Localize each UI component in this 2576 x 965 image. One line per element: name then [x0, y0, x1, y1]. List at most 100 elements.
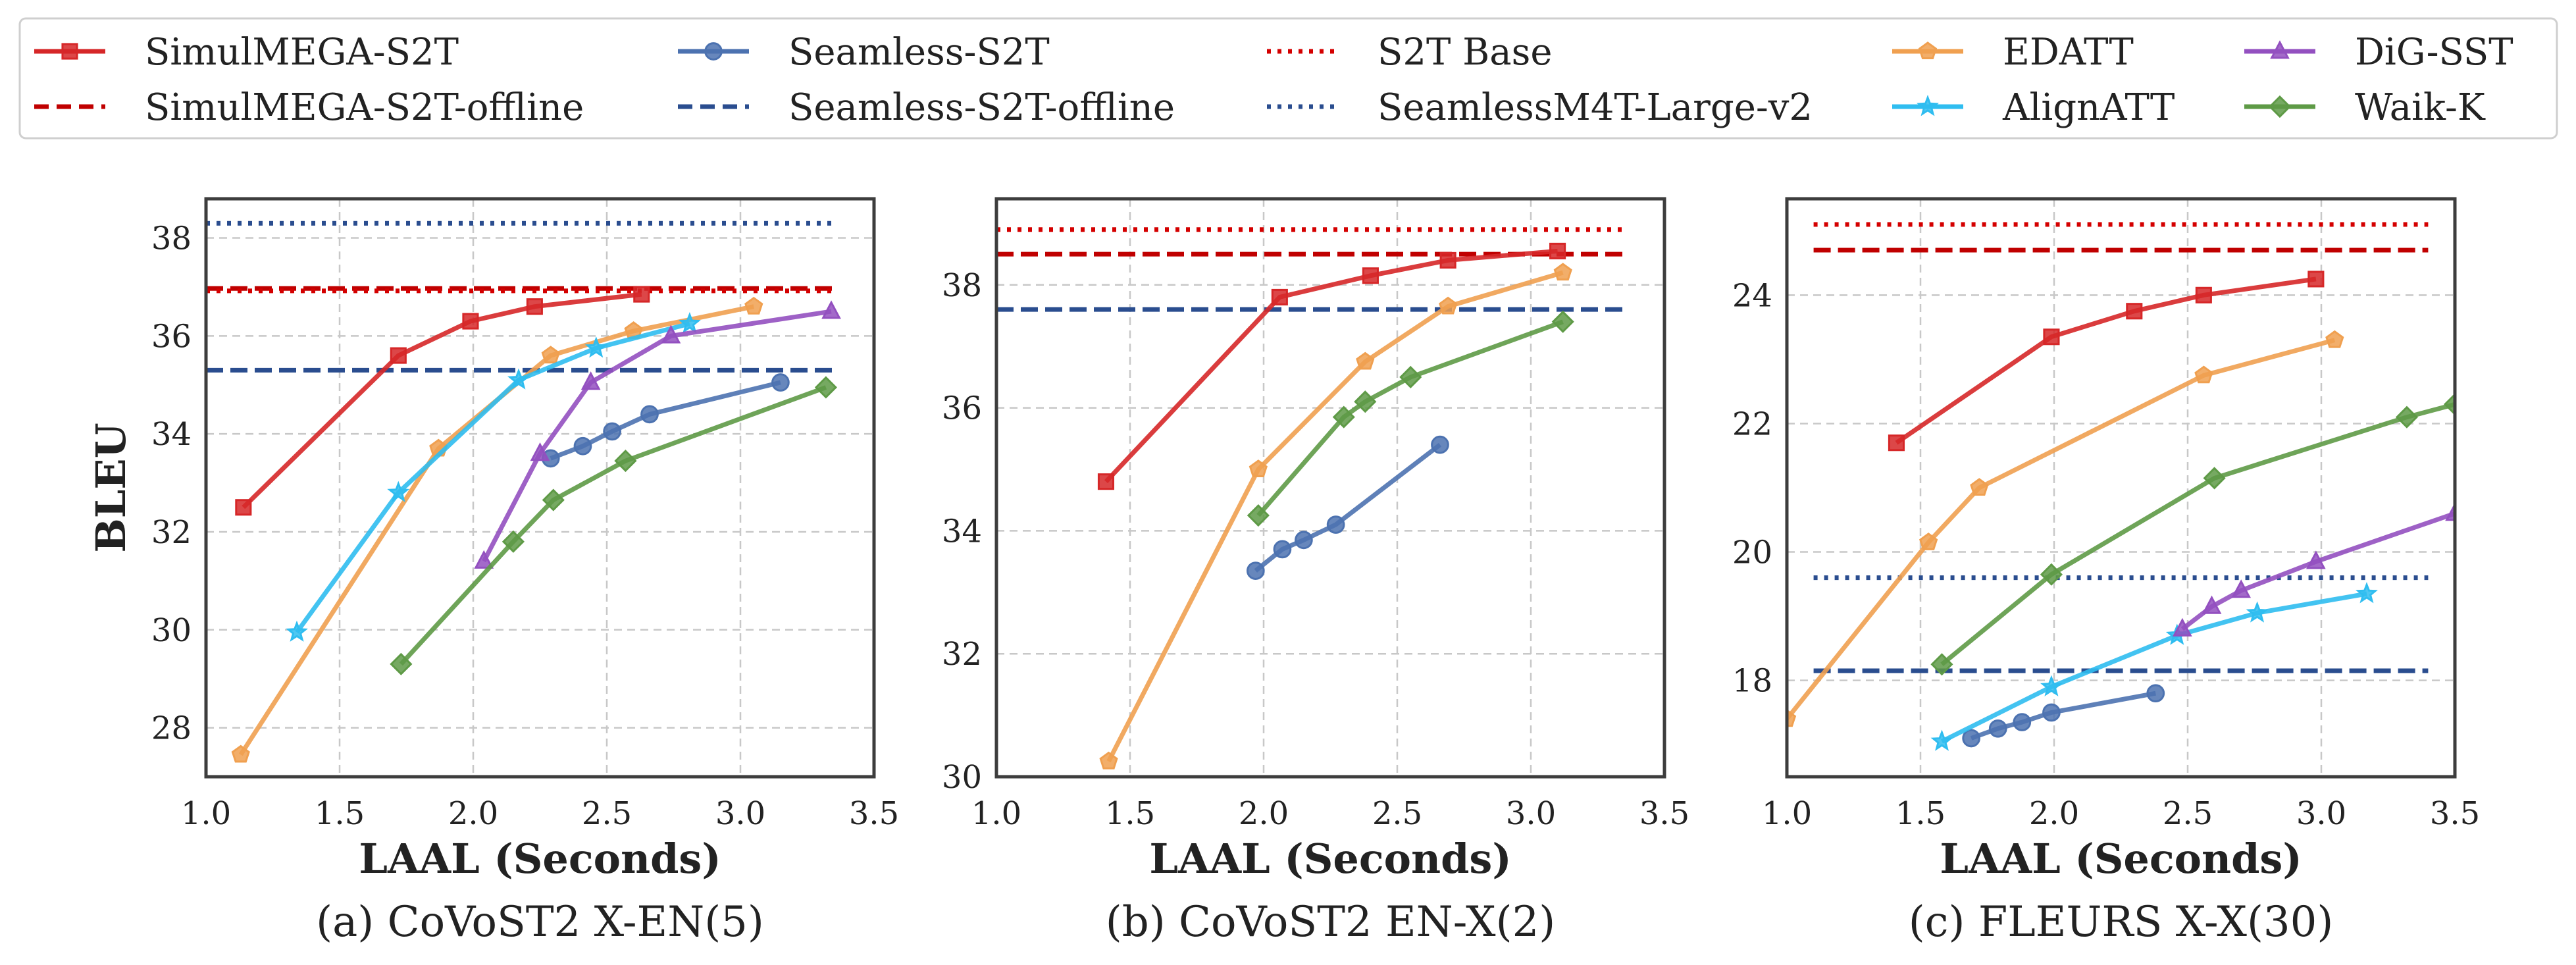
data-point-edatt — [1249, 459, 1268, 477]
legend-label-seamless-s2t-offline: Seamless-S2T-offline — [788, 86, 1175, 129]
data-point-seamless-s2t — [2013, 713, 2032, 731]
y-tick-label: 18 — [1732, 663, 1772, 700]
data-point-dig-sst — [2445, 502, 2455, 521]
plot-area — [1787, 199, 2455, 777]
data-point-waik-k — [390, 652, 413, 675]
legend-entry-simulmega-s2t: SimulMEGA-S2T — [34, 31, 459, 74]
data-point-waik-k — [614, 450, 637, 473]
data-point-waik-k — [1354, 390, 1377, 413]
y-tick-label: 32 — [942, 636, 982, 673]
data-point-dig-sst — [2231, 579, 2251, 598]
x-axis-label: LAAL (Seconds) — [1940, 835, 2302, 883]
y-tick-label: 38 — [942, 267, 982, 304]
data-point-dig-sst — [661, 325, 681, 344]
data-point-alignatt — [678, 311, 701, 334]
data-point-seamless-s2t — [2146, 684, 2165, 703]
legend-label-edatt: EDATT — [2003, 31, 2134, 74]
panel-2: 1.0 1.5 2.0 2.5 3.0 3.5 30 32 34 36 38 LAAL (Second… — [942, 197, 1689, 947]
x-tick-label: 3.0 — [1506, 795, 1556, 832]
x-axis-label: LAAL (Seconds) — [359, 835, 721, 883]
data-point-waik-k — [814, 376, 837, 399]
legend-marker-edatt — [1918, 41, 1938, 59]
data-point-simulmega-s2t — [1097, 473, 1115, 490]
legend-label-alignatt: AlignATT — [2002, 86, 2175, 129]
x-tick-label: 2.5 — [582, 795, 632, 832]
panel-caption: (c) FLEURS X-X(30) — [1909, 898, 2334, 947]
data-point-edatt — [1099, 751, 1118, 769]
data-point-simulmega-s2t — [1362, 267, 1379, 284]
x-tick-label: 3.5 — [2430, 795, 2480, 832]
y-tick-label: 34 — [942, 513, 982, 550]
y-tick-label: 28 — [151, 710, 192, 747]
data-point-simulmega-s2t — [526, 298, 543, 315]
data-point-simulmega-s2t — [1549, 242, 1566, 259]
y-axis-label: BLEU — [87, 423, 135, 552]
legend-label-s2t-base: S2T Base — [1378, 31, 1553, 74]
y-tick-label: 34 — [151, 416, 192, 453]
data-point-waik-k — [2203, 467, 2226, 490]
data-point-waik-k — [2443, 393, 2455, 416]
legend-entry-seamless-s2t: Seamless-S2T — [678, 31, 1050, 74]
legend-entry-waik-k: Waik-K — [2244, 86, 2486, 129]
data-point-seamless-s2t — [1295, 531, 1313, 550]
data-point-edatt — [1787, 709, 1797, 727]
data-point-seamless-s2t — [1273, 540, 1292, 559]
legend-label-seamless-s2t: Seamless-S2T — [788, 31, 1050, 74]
data-point-simulmega-s2t — [462, 313, 479, 330]
data-point-waik-k — [2395, 405, 2418, 429]
data-point-seamless-s2t — [640, 405, 659, 424]
y-tick-label: 30 — [151, 612, 192, 649]
data-point-dig-sst — [530, 442, 550, 461]
plot-frame — [1785, 197, 2457, 779]
data-point-alignatt — [286, 620, 308, 642]
data-point-edatt — [541, 346, 560, 364]
legend-entry-edatt: EDATT — [1892, 31, 2134, 74]
data-point-waik-k — [1332, 405, 1355, 429]
data-point-seamless-s2t — [2042, 703, 2061, 722]
plot-frame — [994, 197, 1666, 779]
data-point-dig-sst — [2173, 617, 2192, 637]
data-point-seamless-s2t — [1246, 561, 1265, 580]
data-point-waik-k — [2040, 563, 2063, 586]
y-tick-label: 36 — [942, 390, 982, 427]
data-point-waik-k — [1399, 365, 1422, 388]
data-point-edatt — [744, 296, 763, 315]
y-tick-label: 24 — [1732, 277, 1772, 314]
data-point-alignatt — [2040, 675, 2063, 696]
x-tick-label: 3.5 — [849, 795, 899, 832]
y-tick-label: 36 — [151, 318, 192, 355]
legend-label-seamlessm4t-large-v2: SeamlessM4T-Large-v2 — [1378, 86, 1813, 129]
legend-label-waik-k: Waik-K — [2355, 86, 2486, 129]
panel-1: 1.0 1.5 2.0 2.5 3.0 3.5 28 30 32 34 36 38 LAAL (Seco… — [87, 197, 899, 947]
data-point-edatt — [1356, 352, 1375, 370]
plot-frame — [204, 197, 876, 779]
data-point-edatt — [1553, 263, 1572, 281]
data-point-simulmega-s2t — [2195, 286, 2212, 303]
x-tick-label: 1.0 — [181, 795, 231, 832]
data-point-edatt — [1439, 296, 1458, 315]
legend-marker-seamless-s2t — [704, 42, 723, 61]
x-tick-label: 1.0 — [1762, 795, 1812, 832]
data-point-simulmega-s2t — [633, 286, 650, 303]
legend-marker-waik-k — [2268, 95, 2292, 118]
x-tick-label: 2.5 — [2163, 795, 2213, 832]
plot-area — [206, 199, 874, 777]
data-point-dig-sst — [474, 550, 494, 569]
legend-marker-dig-sst — [2270, 40, 2290, 59]
legend-entry-seamlessm4t-large-v2: SeamlessM4T-Large-v2 — [1267, 86, 1813, 129]
legend: SimulMEGA-S2T SimulMEGA-S2T-offline Seamle… — [18, 17, 2558, 140]
series-group — [206, 221, 841, 763]
data-point-seamless-s2t — [771, 373, 790, 392]
data-point-waik-k — [502, 530, 525, 553]
x-tick-label: 3.0 — [2296, 795, 2346, 832]
data-point-seamless-s2t — [1431, 435, 1449, 454]
series-group — [1787, 222, 2455, 751]
x-tick-label: 1.0 — [971, 795, 1021, 832]
data-point-seamless-s2t — [1326, 515, 1345, 534]
data-point-waik-k — [1551, 310, 1574, 333]
x-tick-label: 2.0 — [1239, 795, 1289, 832]
panel-caption: (b) CoVoST2 EN-X(2) — [1106, 898, 1556, 947]
x-tick-label: 3.0 — [715, 795, 765, 832]
data-point-alignatt — [507, 368, 530, 390]
